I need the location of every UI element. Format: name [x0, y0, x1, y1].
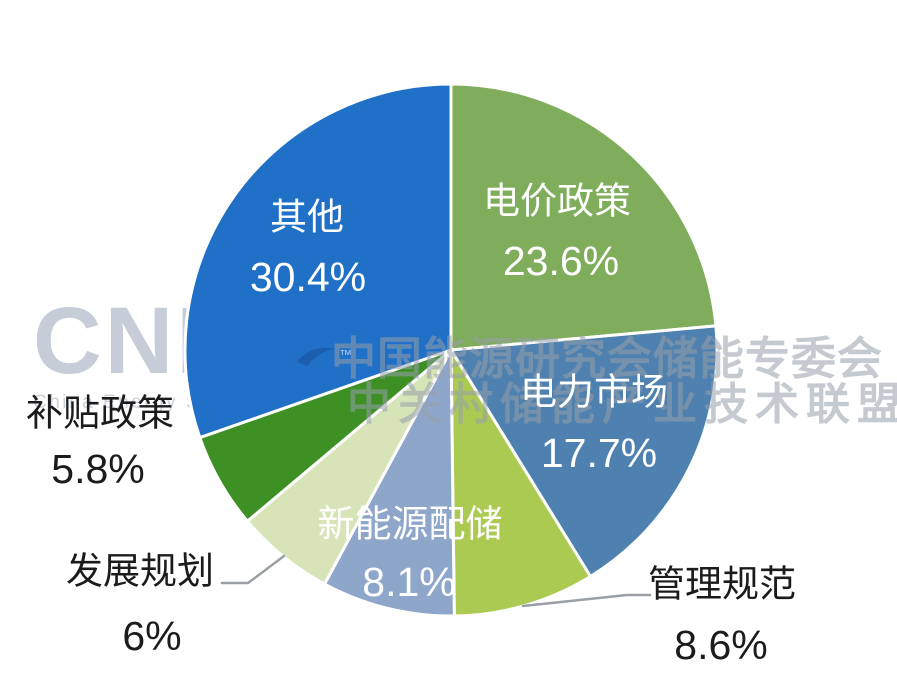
slice-label-其他: 其他: [270, 197, 344, 238]
pie-slice-其他: [183, 82, 453, 440]
slice-label-管理规范: 管理规范: [648, 564, 796, 605]
slice-label-电力市场: 电力市场: [520, 372, 668, 413]
pie-slice-电价政策: [449, 82, 718, 352]
slice-label-新能源配储: 新能源配储: [318, 504, 503, 545]
pie-slice-新能源配储: [323, 348, 456, 618]
slice-percent-管理规范: 8.6%: [674, 622, 767, 668]
pie-slice-电力市场: [449, 324, 719, 579]
slice-label-补贴政策: 补贴政策: [26, 393, 174, 434]
slice-label-发展规划: 发展规划: [66, 551, 214, 592]
cnesa-swoosh-mark: ™: [297, 347, 352, 366]
watermark-line-2: 中关村储能产业技术联盟: [347, 380, 897, 429]
svg-text:™: ™: [339, 347, 352, 362]
slice-percent-电价政策: 23.6%: [503, 238, 619, 284]
watermark-line-1: 中国能源研究会储能专委会: [331, 333, 884, 384]
slice-percent-补贴政策: 5.8%: [51, 446, 144, 492]
slice-percent-发展规划: 6%: [122, 613, 181, 659]
slice-percent-电力市场: 17.7%: [541, 430, 657, 476]
slice-percent-新能源配储: 8.1%: [362, 559, 455, 605]
leader-line-管理规范: [521, 593, 652, 608]
slice-label-电价政策: 电价政策: [483, 181, 631, 222]
leader-line-发展规划: [220, 554, 286, 585]
slice-percent-其他: 30.4%: [250, 254, 366, 300]
